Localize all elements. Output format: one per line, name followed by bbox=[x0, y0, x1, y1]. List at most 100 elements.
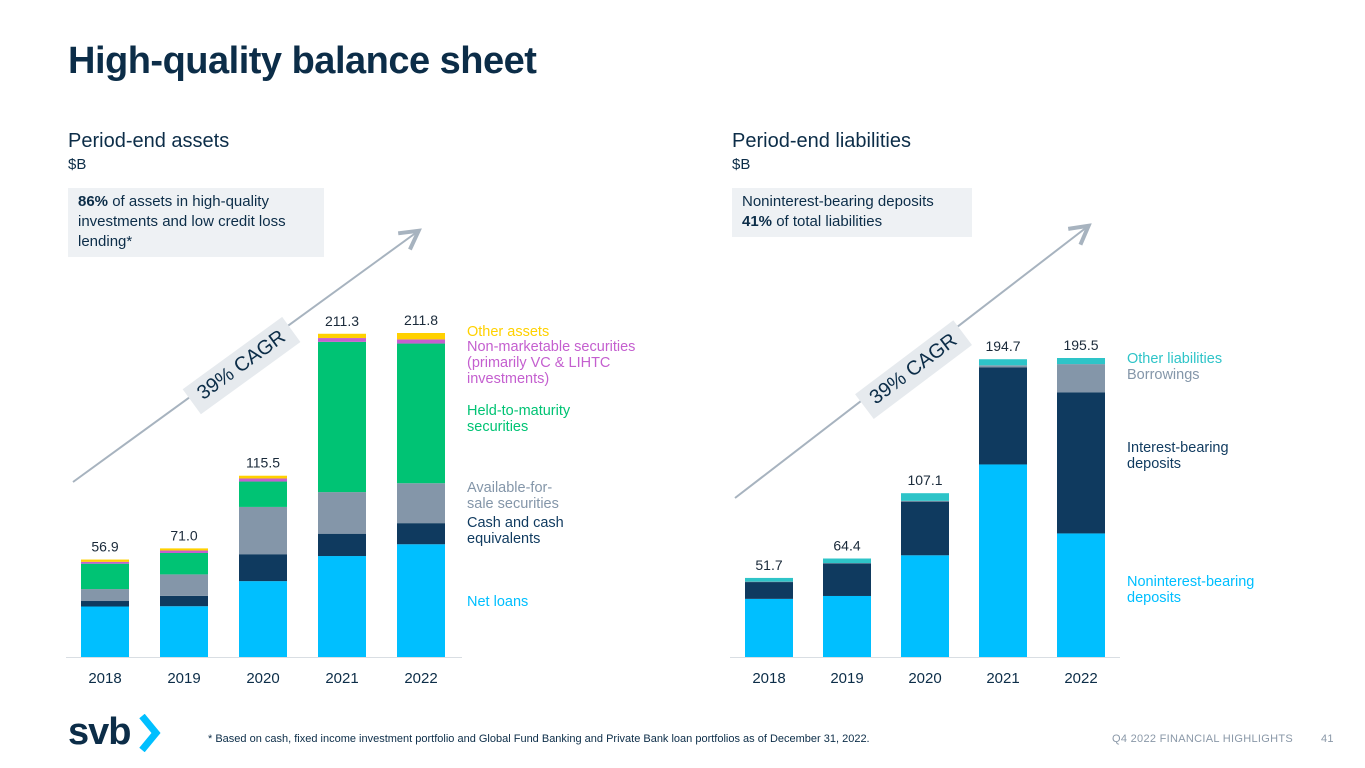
liabilities-legend-line: Noninterest-bearing bbox=[1127, 574, 1255, 590]
liabilities-total-label-2021: 194.7 bbox=[985, 338, 1020, 354]
liabilities-bar-2020-2 bbox=[901, 500, 949, 502]
liabilities-x-tick-2020: 2020 bbox=[908, 670, 941, 687]
assets-bar-2020-2 bbox=[239, 506, 287, 555]
liabilities-x-tick-2021: 2021 bbox=[986, 670, 1019, 687]
assets-bar-2020-3 bbox=[239, 481, 287, 507]
assets-legend-item-4: Cash and cash equivalents bbox=[467, 515, 564, 547]
assets-bar-2018-4 bbox=[81, 561, 129, 564]
liabilities-bar-2020-0 bbox=[901, 555, 949, 657]
footnote: * Based on cash, fixed income investment… bbox=[208, 733, 870, 745]
assets-legend-line: securities bbox=[467, 419, 529, 435]
assets-x-tick-2022: 2022 bbox=[404, 670, 437, 687]
liabilities-legend-item-1: Borrowings bbox=[1127, 367, 1200, 383]
assets-legend-item-1: Non-marketable securities (primarily VC &… bbox=[467, 339, 635, 387]
assets-bar-2019-5 bbox=[160, 548, 208, 551]
liabilities-bar-2022-0 bbox=[1057, 533, 1105, 657]
liabilities-bar-2019-0 bbox=[823, 595, 871, 657]
assets-bar-2021-0 bbox=[318, 556, 366, 657]
svb-chevron-icon bbox=[139, 714, 161, 752]
assets-x-tick-2020: 2020 bbox=[246, 670, 279, 687]
svb-logo: svb bbox=[68, 711, 131, 753]
assets-unit: $B bbox=[68, 156, 87, 173]
liabilities-bar-2018-3 bbox=[745, 577, 793, 582]
liabilities-subtitle: Period-end liabilities bbox=[732, 130, 911, 152]
assets-bar-2021-5 bbox=[318, 333, 366, 339]
assets-callout-text: of assets in high-quality investments an… bbox=[78, 193, 286, 250]
liabilities-bar-2022-1 bbox=[1057, 392, 1105, 534]
liabilities-bar-2020-3 bbox=[901, 493, 949, 501]
assets-bar-2018-2 bbox=[81, 589, 129, 602]
assets-bar-2022-5 bbox=[397, 333, 445, 340]
liabilities-total-label-2022: 195.5 bbox=[1063, 337, 1098, 353]
liabilities-total-label-2020: 107.1 bbox=[907, 472, 942, 488]
assets-legend-line: investments) bbox=[467, 371, 550, 387]
liabilities-legend-item-0: Other liabilities bbox=[1127, 351, 1222, 367]
assets-subtitle: Period-end assets bbox=[68, 130, 230, 152]
assets-total-label-2022: 211.8 bbox=[404, 312, 438, 328]
assets-bar-2020-5 bbox=[239, 475, 287, 479]
liabilities-bar-2022-3 bbox=[1057, 358, 1105, 365]
assets-bar-2022-2 bbox=[397, 483, 445, 524]
liabilities-callout-line1: Noninterest-bearing deposits bbox=[742, 193, 934, 210]
assets-x-tick-2019: 2019 bbox=[167, 670, 200, 687]
liabilities-bar-2021-0 bbox=[979, 464, 1027, 657]
assets-bar-2019-4 bbox=[160, 550, 208, 553]
assets-total-label-2019: 71.0 bbox=[170, 527, 197, 543]
assets-legend-line: Held-to-maturity bbox=[467, 403, 571, 419]
assets-bar-2021-4 bbox=[318, 338, 366, 342]
assets-bar-2019-2 bbox=[160, 574, 208, 596]
liabilities-legend-item-3: Noninterest-bearing deposits bbox=[1127, 574, 1254, 606]
liabilities-unit: $B bbox=[732, 156, 751, 173]
assets-legend-line: Non-marketable securities bbox=[467, 339, 636, 355]
liabilities-legend-line: Other liabilities bbox=[1127, 351, 1223, 367]
liabilities-bar-2021-1 bbox=[979, 367, 1027, 465]
assets-callout: 86% of assets in high-quality investment… bbox=[68, 188, 324, 257]
liabilities-bar-2019-3 bbox=[823, 558, 871, 564]
liabilities-bar-2018-0 bbox=[745, 598, 793, 657]
assets-legend-line: sale securities bbox=[467, 496, 559, 512]
assets-legend-item-0: Other assets bbox=[467, 324, 549, 340]
assets-legend-line: Net loans bbox=[467, 594, 529, 610]
footer-section: Q4 2022 FINANCIAL HIGHLIGHTS bbox=[1112, 733, 1293, 745]
assets-bar-2020-0 bbox=[239, 581, 287, 657]
assets-bar-2018-3 bbox=[81, 563, 129, 590]
liabilities-callout-percent: 41% bbox=[742, 213, 773, 230]
assets-legend-line: Cash and cash bbox=[467, 515, 564, 531]
assets-bar-2021-2 bbox=[318, 492, 366, 534]
assets-bar-2021-1 bbox=[318, 533, 366, 557]
liabilities-x-tick-2019: 2019 bbox=[830, 670, 863, 687]
liabilities-bar-2018-1 bbox=[745, 582, 793, 599]
assets-total-label-2018: 56.9 bbox=[91, 539, 118, 555]
liabilities-bar-2021-3 bbox=[979, 359, 1027, 366]
assets-bar-2020-4 bbox=[239, 478, 287, 482]
assets-bar-2018-1 bbox=[81, 601, 129, 607]
page-title: High-quality balance sheet bbox=[68, 40, 537, 82]
assets-legend-item-2: Held-to-maturity securities bbox=[467, 403, 570, 435]
liabilities-x-tick-2022: 2022 bbox=[1064, 670, 1097, 687]
liabilities-legend-line: deposits bbox=[1127, 456, 1182, 472]
assets-legend-line: Other assets bbox=[467, 324, 550, 340]
liabilities-legend-line: Borrowings bbox=[1127, 367, 1200, 383]
assets-bar-2019-0 bbox=[160, 606, 208, 657]
assets-legend-line: Available-for- bbox=[467, 480, 553, 496]
assets-chart: 56.9 2018 71.0 2019 115.5 2020 211.3 2021 211.8 2… bbox=[66, 312, 462, 687]
page-number: 41 bbox=[1321, 733, 1334, 745]
assets-bar-2019-3 bbox=[160, 552, 208, 575]
liabilities-callout-text: of total liabilities bbox=[772, 213, 883, 230]
assets-total-label-2020: 115.5 bbox=[246, 455, 280, 471]
liabilities-legend-line: Interest-bearing bbox=[1127, 440, 1229, 456]
liabilities-x-tick-2018: 2018 bbox=[752, 670, 785, 687]
assets-bar-2021-3 bbox=[318, 341, 366, 493]
liabilities-total-label-2019: 64.4 bbox=[833, 538, 860, 554]
liabilities-legend-line: deposits bbox=[1127, 590, 1182, 606]
assets-legend-line: equivalents bbox=[467, 531, 541, 547]
liabilities-total-label-2018: 51.7 bbox=[755, 557, 782, 573]
liabilities-bar-2021-2 bbox=[979, 365, 1027, 368]
assets-legend-line: (primarily VC & LIHTC bbox=[467, 355, 611, 371]
assets-total-label-2021: 211.3 bbox=[325, 313, 359, 329]
assets-bar-2020-1 bbox=[239, 554, 287, 582]
assets-bar-2019-1 bbox=[160, 595, 208, 607]
assets-bar-2018-0 bbox=[81, 606, 129, 657]
liabilities-bar-2022-2 bbox=[1057, 364, 1105, 393]
